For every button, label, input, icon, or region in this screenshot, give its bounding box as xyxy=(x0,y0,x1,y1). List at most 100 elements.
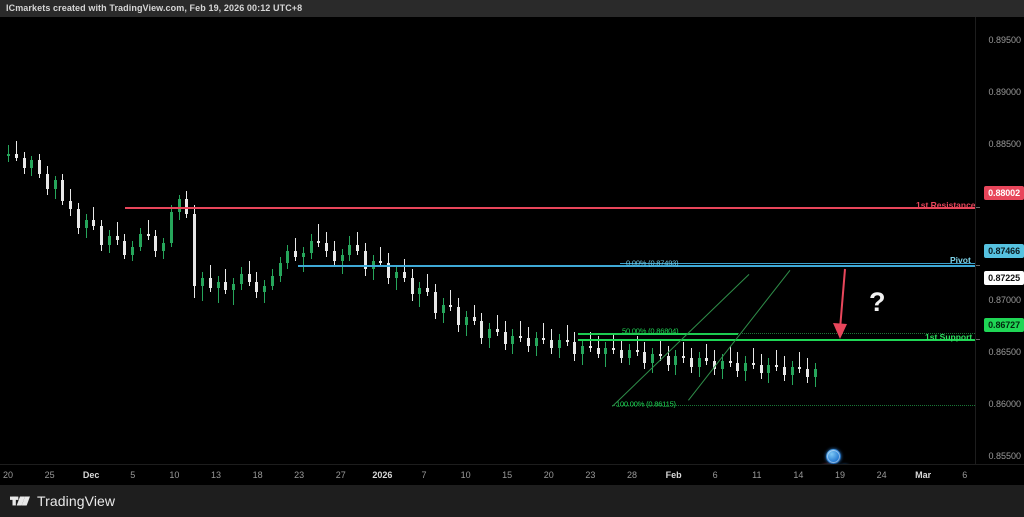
ohlc-bar-body xyxy=(751,362,755,365)
ohlc-bar-body xyxy=(286,250,290,264)
ohlc-bar-body xyxy=(146,234,150,237)
ohlc-bar-body xyxy=(216,281,220,289)
ohlc-bar xyxy=(683,341,685,363)
ohlc-bar-body xyxy=(635,350,639,353)
time-tick: 10 xyxy=(169,470,180,480)
ohlc-bar xyxy=(380,246,382,268)
price-tick: 0.86500 xyxy=(988,347,1021,357)
resistance-line[interactable] xyxy=(125,207,975,209)
top-credit-bar: ICmarkets created with TradingView.com, … xyxy=(0,0,1024,17)
ohlc-bar-body xyxy=(154,236,158,251)
ohlc-bar-body xyxy=(736,362,740,371)
price-tick: 0.85500 xyxy=(988,451,1021,461)
ohlc-bar-body xyxy=(759,364,763,373)
ohlc-bar-body xyxy=(363,250,367,270)
ohlc-bar xyxy=(295,238,297,262)
fib-line-50-dotted[interactable] xyxy=(738,333,975,334)
ohlc-bar-body xyxy=(426,288,430,293)
ohlc-bar-body xyxy=(511,335,515,344)
ohlc-bar-body xyxy=(806,368,810,378)
ohlc-bar-body xyxy=(573,341,577,355)
ohlc-bar-body xyxy=(767,364,771,373)
ohlc-bar xyxy=(799,352,801,373)
ohlc-bar-body xyxy=(332,250,336,262)
ohlc-bar-body xyxy=(185,199,189,214)
ohlc-bar xyxy=(318,223,320,247)
ohlc-bar-body xyxy=(480,321,484,338)
ohlc-bar xyxy=(302,246,304,272)
current-price-badge[interactable]: 0.87225 xyxy=(984,271,1024,285)
fib-line-100[interactable] xyxy=(612,405,975,406)
ohlc-bar-body xyxy=(728,360,732,363)
ohlc-bar xyxy=(473,304,475,326)
ohlc-bar-body xyxy=(441,304,445,313)
ohlc-bar xyxy=(93,207,95,231)
ohlc-bar-body xyxy=(294,250,298,258)
ohlc-bar-body xyxy=(550,339,554,349)
time-tick: Dec xyxy=(82,470,100,480)
ohlc-bar-body xyxy=(503,331,507,344)
ohlc-bar-body xyxy=(177,199,181,212)
chart-plot-area[interactable]: 1st Resistance Pivot 1st Support 0.00% (… xyxy=(0,17,975,464)
time-tick: 19 xyxy=(834,470,846,480)
ohlc-bar xyxy=(395,265,397,291)
fib-line-50-solid[interactable] xyxy=(578,333,738,335)
time-tick: 13 xyxy=(210,470,222,480)
ohlc-bar-body xyxy=(239,273,243,284)
ohlc-bar xyxy=(613,333,615,355)
ohlc-bar-body xyxy=(100,226,104,245)
tradingview-brand-name: TradingView xyxy=(37,493,116,509)
support-price-badge[interactable]: 0.86727 xyxy=(984,318,1024,332)
badge-blue-top-icon[interactable] xyxy=(826,449,841,464)
question-mark-annotation: ? xyxy=(869,287,886,317)
time-tick: Feb xyxy=(665,470,682,480)
pivot-label: Pivot xyxy=(950,255,971,265)
ohlc-bar-body xyxy=(697,358,701,367)
price-axis[interactable]: 0.89500 0.89000 0.88500 0.88002 0.87466 … xyxy=(975,17,1024,464)
ohlc-bar-body xyxy=(402,271,406,278)
ohlc-bar-body xyxy=(643,352,647,363)
trendline-upper[interactable] xyxy=(688,269,791,401)
fib-line-0[interactable] xyxy=(620,263,975,264)
resistance-price-badge[interactable]: 0.88002 xyxy=(984,186,1024,200)
time-axis[interactable]: 20 25 Dec 5 10 13 18 23 27 2026 7 10 15 20 23 28 Feb 6 11 1… xyxy=(0,464,1024,486)
ohlc-bar-body xyxy=(790,366,794,375)
pivot-price-badge[interactable]: 0.87466 xyxy=(984,244,1024,258)
ohlc-bar-body xyxy=(138,234,142,247)
time-tick: 28 xyxy=(626,470,638,480)
tradingview-brand[interactable]: TradingView xyxy=(10,493,115,509)
ohlc-bar-body xyxy=(705,358,709,361)
support-line[interactable] xyxy=(578,339,975,341)
time-tick: 23 xyxy=(294,470,305,480)
ohlc-bar xyxy=(217,275,219,303)
ohlc-bar-body xyxy=(7,153,10,156)
time-tick: 20 xyxy=(2,470,14,480)
ohlc-bar-body xyxy=(596,348,600,355)
price-tick: 0.87000 xyxy=(988,295,1021,305)
pivot-line[interactable] xyxy=(298,265,975,267)
ohlc-bar-body xyxy=(255,281,259,293)
ohlc-bar-body xyxy=(604,348,608,355)
ohlc-bar-body xyxy=(53,180,57,189)
ohlc-bar xyxy=(248,261,250,287)
ohlc-bar-body xyxy=(488,329,492,338)
ohlc-bar-body xyxy=(200,277,204,287)
time-tick: 27 xyxy=(335,470,346,480)
time-tick: 18 xyxy=(252,470,263,480)
time-tick: 20 xyxy=(543,470,554,480)
ohlc-bar-body xyxy=(45,174,49,189)
ohlc-bar-body xyxy=(418,288,422,295)
ohlc-bar-body xyxy=(410,277,414,295)
ohlc-bar-body xyxy=(193,213,197,287)
ohlc-bar-body xyxy=(348,244,352,255)
ohlc-bar xyxy=(427,273,429,297)
ohlc-bar-body xyxy=(325,242,329,251)
ohlc-bar xyxy=(357,232,359,255)
time-tick: 15 xyxy=(502,470,513,480)
ohlc-bar-body xyxy=(14,153,18,158)
ohlc-bar-body xyxy=(340,254,344,262)
ohlc-bar-body xyxy=(387,263,391,278)
ohlc-bar-body xyxy=(588,346,592,349)
time-tick: 24 xyxy=(876,470,887,480)
price-tick: 0.88500 xyxy=(988,139,1021,149)
